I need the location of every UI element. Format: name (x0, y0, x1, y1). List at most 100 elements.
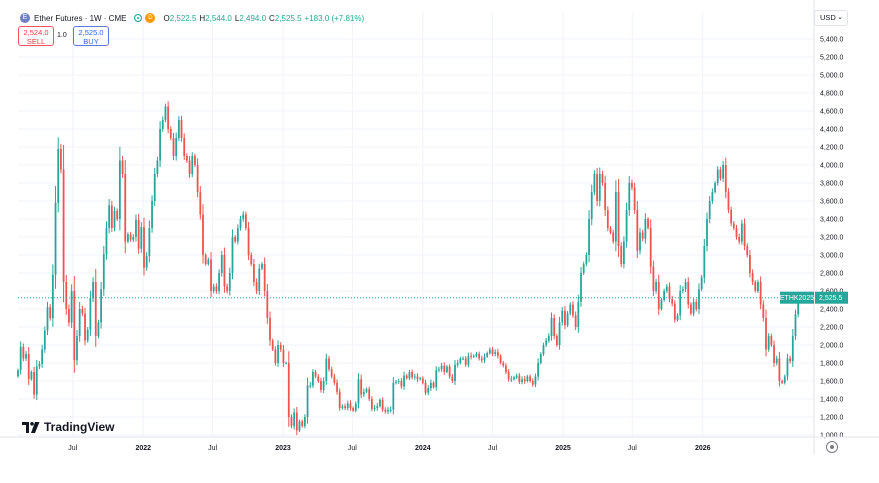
candle-body (419, 378, 422, 380)
candle-body (668, 286, 671, 300)
candle-body (89, 298, 92, 330)
candle-body (269, 318, 271, 341)
candle-body (38, 363, 41, 367)
candle-body (153, 174, 156, 201)
candle-body (676, 315, 679, 320)
candle-body (92, 282, 94, 299)
candle-body (397, 381, 400, 382)
candle-body (97, 322, 100, 336)
price-tick-label: 5,200.0 (820, 55, 843, 62)
candle-body (724, 165, 727, 192)
candle-body (684, 282, 687, 290)
candle-body (373, 408, 376, 409)
open-value: 2,522.5 (169, 13, 197, 23)
price-tick-label: 3,200.0 (820, 235, 843, 242)
candle-body (290, 417, 293, 426)
price-tick-label: 2,400.0 (820, 307, 843, 314)
candle-body (59, 148, 62, 170)
candle-body (499, 355, 502, 363)
symbol-title[interactable]: Ether Futures · 1W · CME (34, 13, 127, 23)
buy-button[interactable]: 2,525.0 BUY (73, 26, 109, 46)
candle-body (349, 403, 352, 408)
sell-button[interactable]: 2,524.0 SELL (18, 26, 54, 46)
candle-body (73, 291, 76, 361)
candle-body (671, 299, 674, 304)
candle-body (770, 336, 773, 345)
candle-body (580, 273, 582, 302)
candle-body (35, 366, 38, 395)
candle-body (526, 376, 529, 381)
candle-body (649, 228, 652, 267)
settings-icon[interactable] (826, 441, 838, 453)
market-status-icon[interactable] (134, 14, 143, 22)
candle-body (137, 219, 140, 249)
candle-body (175, 138, 178, 156)
price-tick-label: 1,800.0 (820, 361, 843, 368)
candle-body (655, 282, 657, 291)
candle-body (403, 375, 405, 387)
candle-body (759, 282, 762, 305)
candle-body (68, 309, 70, 323)
candle-body (596, 174, 598, 201)
candle-body (100, 289, 103, 323)
candle-body (475, 354, 478, 356)
candle-body (692, 301, 695, 314)
buy-price: 2,525.0 (78, 28, 104, 37)
candle-body (679, 291, 682, 316)
candle-body (287, 363, 290, 417)
candle-body (494, 352, 497, 354)
time-axis[interactable]: Jul 2022 Jul 2023 Jul 2024 Jul 2025 Jul 2026 (0, 436, 879, 452)
candle-body (389, 409, 392, 411)
candle-body (781, 381, 783, 383)
candle-body (167, 106, 170, 129)
candle-body (639, 232, 641, 251)
candle-body (719, 169, 722, 179)
candle-body (108, 205, 111, 228)
candle-body (236, 228, 239, 242)
candle-body (169, 129, 172, 138)
candle-body (513, 377, 515, 380)
candle-body (451, 376, 454, 381)
candle-body (360, 379, 363, 395)
candle-body (105, 228, 108, 255)
candle-body (381, 399, 384, 410)
candle-body (301, 421, 304, 426)
candle-body (749, 255, 751, 273)
price-tick-label: 2,000.0 (820, 343, 843, 350)
candle-body (57, 148, 60, 203)
tradingview-brand[interactable]: TradingView (22, 419, 114, 435)
time-tick-label: Jul (68, 445, 77, 452)
candle-body (226, 286, 229, 291)
candle-body (505, 365, 507, 372)
candle-body (429, 382, 432, 389)
candle-body (681, 289, 684, 291)
candle-body (124, 174, 127, 242)
candle-body (553, 318, 556, 336)
candle-body (582, 264, 585, 273)
candle-body (486, 353, 489, 357)
candle-body (454, 364, 456, 381)
price-tag-label: 2,525.5 (819, 295, 842, 302)
candle-body (127, 234, 129, 242)
candle-body (421, 378, 424, 383)
price-axis[interactable]: 1,000.0 1,200.0 1,400.0 1,600.0 1,800.0 2,000… (813, 0, 843, 455)
candle-body (159, 129, 161, 161)
candle-body (411, 372, 414, 378)
chart-grid (18, 12, 814, 437)
currency-select[interactable]: USD ⌄ (814, 10, 848, 26)
candle-body (365, 389, 368, 392)
candle-body (539, 354, 542, 363)
candle-body (22, 346, 25, 359)
candle-body (354, 403, 357, 411)
candle-body (687, 282, 690, 305)
candle-body (255, 282, 258, 291)
candle-body (456, 363, 459, 365)
candle-body (462, 358, 464, 360)
candle-body (244, 214, 247, 228)
candle-body (566, 313, 569, 326)
candle-body (202, 214, 204, 255)
data-delay-badge[interactable]: D (145, 13, 156, 23)
candlestick-series (17, 101, 800, 436)
price-tick-label: 5,400.0 (820, 37, 843, 44)
